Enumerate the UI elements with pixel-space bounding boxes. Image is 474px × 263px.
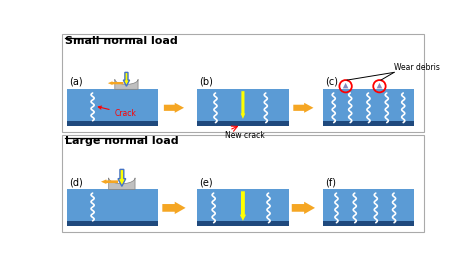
Text: (e): (e) — [200, 177, 213, 187]
Text: Large normal load: Large normal load — [64, 136, 178, 146]
FancyArrow shape — [292, 202, 315, 214]
Bar — [323, 189, 414, 226]
Bar — [197, 221, 289, 226]
FancyArrow shape — [241, 91, 245, 119]
Bar — [323, 121, 414, 126]
FancyArrow shape — [118, 169, 126, 186]
Bar — [67, 189, 158, 226]
Text: (b): (b) — [200, 77, 213, 87]
FancyArrow shape — [240, 191, 246, 221]
Text: (d): (d) — [69, 177, 83, 187]
FancyArrow shape — [293, 103, 313, 113]
Polygon shape — [343, 83, 348, 88]
Polygon shape — [115, 79, 138, 89]
Polygon shape — [109, 178, 135, 189]
Bar — [62, 135, 424, 232]
Text: (a): (a) — [69, 77, 83, 87]
Bar — [323, 221, 414, 226]
Text: Small normal load: Small normal load — [64, 36, 177, 46]
FancyArrow shape — [162, 202, 186, 214]
Text: Wear debris: Wear debris — [394, 63, 440, 72]
Bar — [197, 121, 289, 126]
FancyArrow shape — [123, 72, 129, 86]
FancyArrow shape — [101, 179, 118, 184]
Bar — [62, 34, 424, 133]
FancyArrow shape — [164, 103, 184, 113]
Bar — [67, 121, 158, 126]
Bar — [67, 221, 158, 226]
FancyArrow shape — [108, 81, 123, 85]
Bar — [197, 189, 289, 226]
Text: Crack: Crack — [98, 106, 137, 118]
Polygon shape — [377, 83, 382, 88]
Text: New crack: New crack — [225, 131, 264, 140]
Bar — [197, 89, 289, 126]
Bar — [67, 89, 158, 126]
Bar — [323, 89, 414, 126]
Text: (c): (c) — [325, 77, 338, 87]
Text: (f): (f) — [325, 177, 336, 187]
